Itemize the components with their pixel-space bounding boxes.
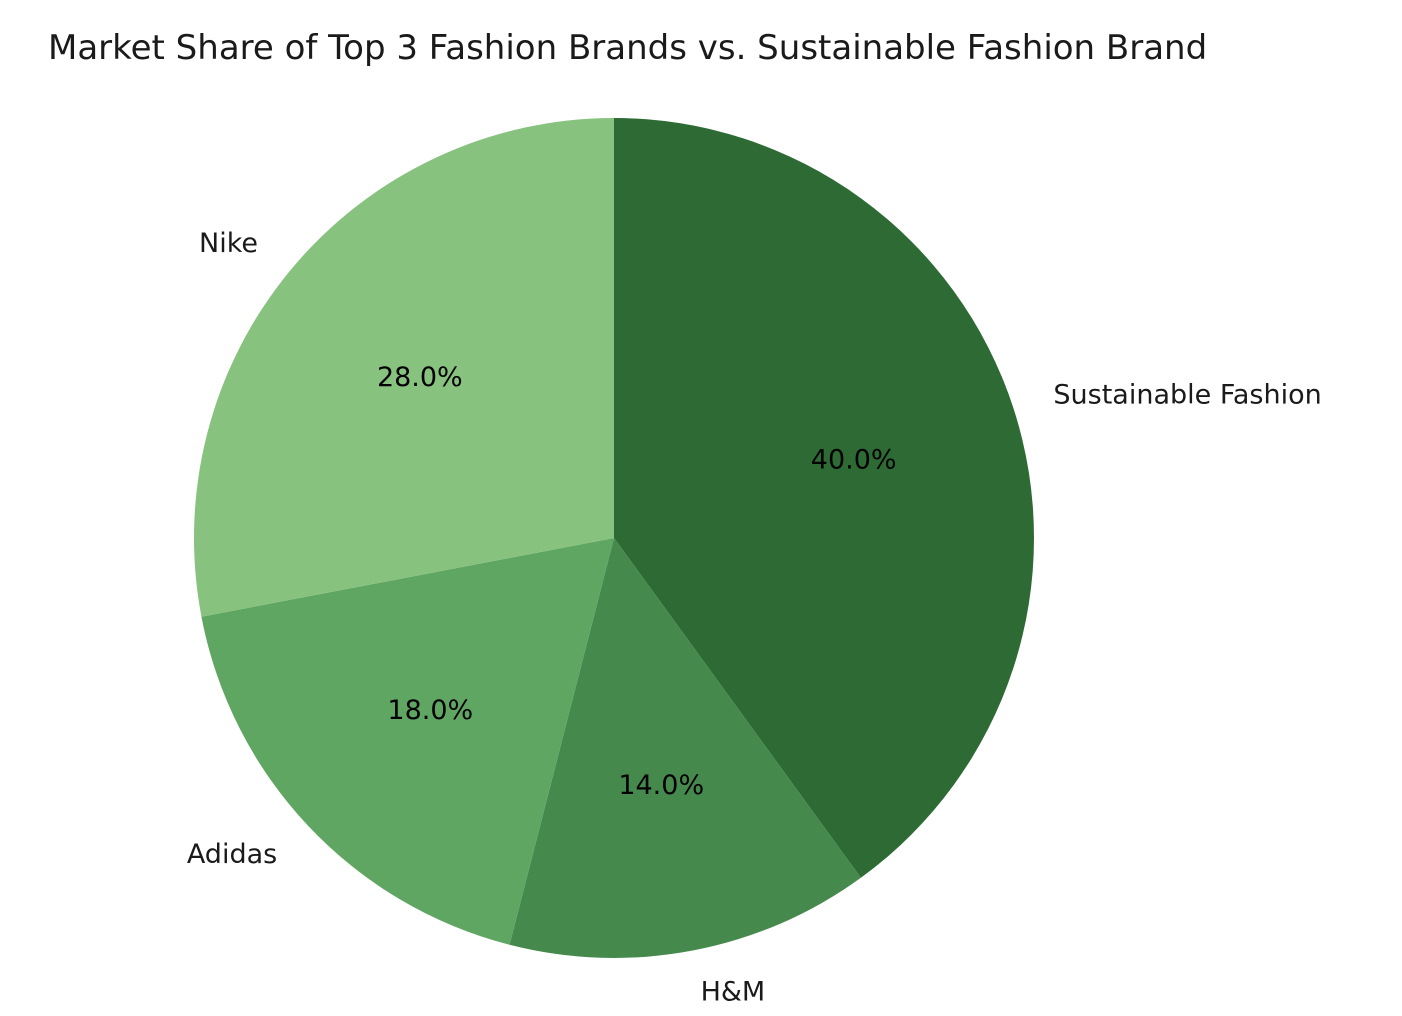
slice-label-sustainable-fashion: Sustainable Fashion — [1053, 380, 1321, 411]
percentage-labels: 40.0% 14.0% 18.0% 28.0% — [377, 362, 897, 801]
slice-label-h-m: H&M — [701, 976, 766, 1007]
slice-label-nike: Nike — [199, 228, 258, 259]
pie-slice-h-m — [509, 538, 861, 959]
pct-label-h-m: 14.0% — [618, 770, 704, 801]
pct-label-sustainable-fashion: 40.0% — [811, 445, 897, 476]
slice-label-adidas: Adidas — [187, 839, 277, 870]
pct-label-nike: 28.0% — [377, 362, 463, 393]
pie-slice-adidas — [201, 538, 614, 945]
slice-labels: Sustainable Fashion H&M Adidas Nike — [187, 228, 1322, 1007]
chart-title: Market Share of Top 3 Fashion Brands vs.… — [48, 28, 1207, 68]
pie-slices — [194, 118, 1034, 959]
pie-slice-sustainable-fashion — [614, 118, 1034, 878]
pie-slice-nike — [194, 118, 614, 617]
pct-label-adidas: 18.0% — [387, 695, 473, 726]
